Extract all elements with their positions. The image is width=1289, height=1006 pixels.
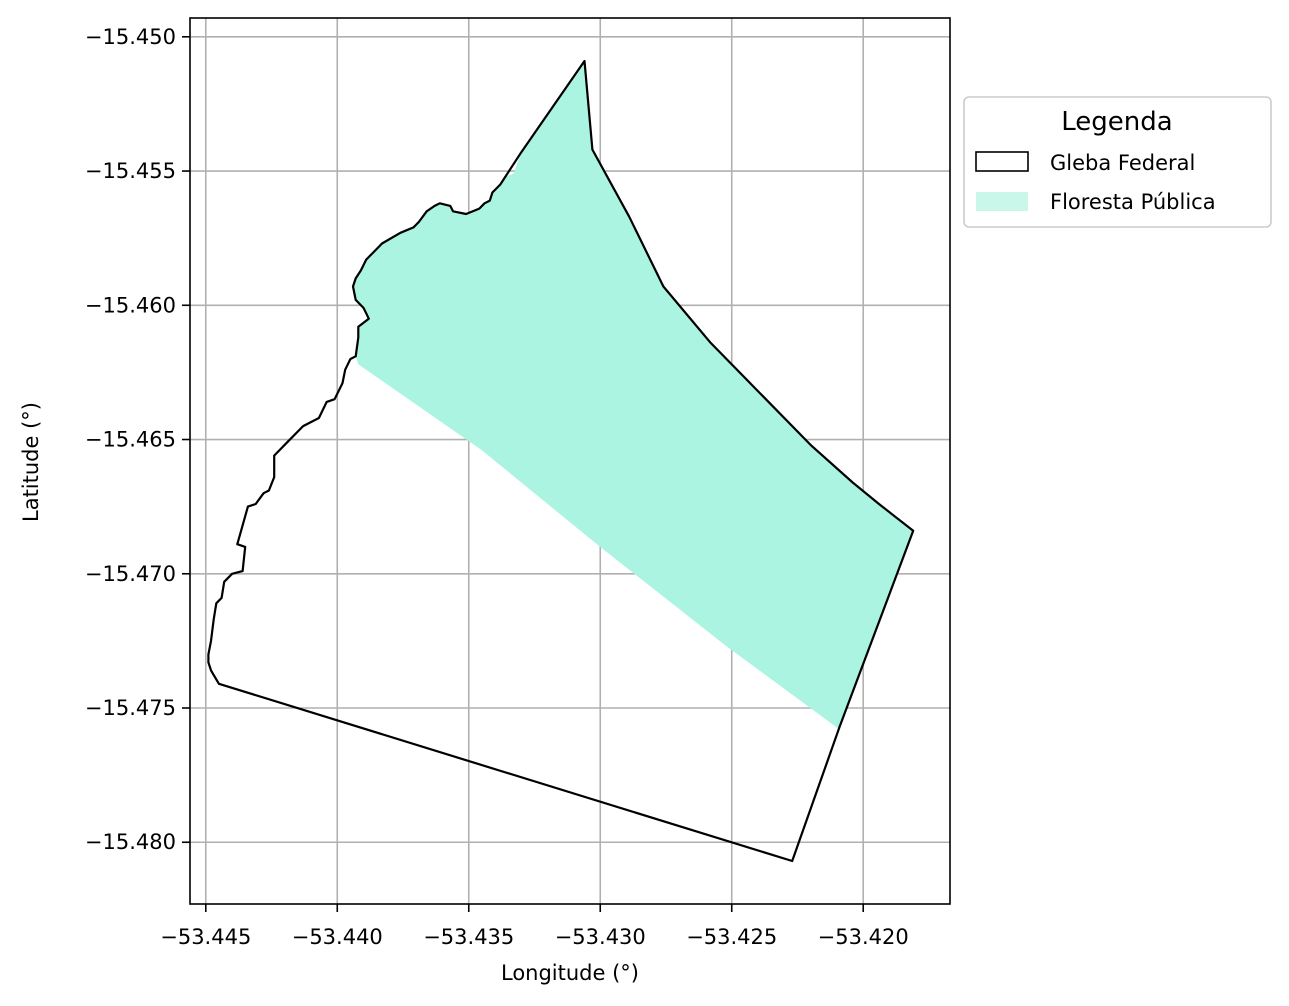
y-tick-label: −15.450 bbox=[85, 25, 176, 49]
y-tick-label: −15.475 bbox=[85, 696, 176, 720]
x-axis-label: Longitude (°) bbox=[501, 961, 639, 985]
x-tick-label: −53.445 bbox=[160, 925, 251, 949]
legend-frame bbox=[963, 96, 1272, 228]
y-tick-label: −15.470 bbox=[85, 562, 176, 586]
gleba-federal-polygon bbox=[207, 59, 915, 863]
floresta-publica-polygon bbox=[353, 61, 914, 730]
map-layers bbox=[207, 59, 915, 863]
y-tick-label: −15.460 bbox=[85, 293, 176, 317]
x-tick-label: −53.420 bbox=[818, 925, 909, 949]
y-axis-label: Latitude (°) bbox=[19, 402, 43, 522]
y-tick-label: −15.465 bbox=[85, 428, 176, 452]
legend-swatch-floresta-publica bbox=[976, 192, 1028, 211]
x-tick-label: −53.440 bbox=[292, 925, 383, 949]
legend-swatch-gleba-federal bbox=[975, 151, 1029, 172]
plot-frame bbox=[189, 17, 951, 905]
y-tick-label: −15.455 bbox=[85, 159, 176, 183]
x-tick-label: −53.435 bbox=[423, 925, 514, 949]
legend: Legenda Gleba Federal Floresta Pública bbox=[963, 96, 1272, 228]
axis-ticks: −53.445 −53.440 −53.435 −53.430 −53.425 −53.4… bbox=[85, 25, 909, 949]
y-tick-label: −15.480 bbox=[85, 830, 176, 854]
legend-label-gleba-federal: Gleba Federal bbox=[1050, 151, 1195, 175]
x-tick-label: −53.430 bbox=[555, 925, 646, 949]
legend-title: Legenda bbox=[1061, 107, 1172, 137]
x-tick-label: −53.425 bbox=[686, 925, 777, 949]
legend-label-floresta-publica: Floresta Pública bbox=[1050, 190, 1216, 214]
